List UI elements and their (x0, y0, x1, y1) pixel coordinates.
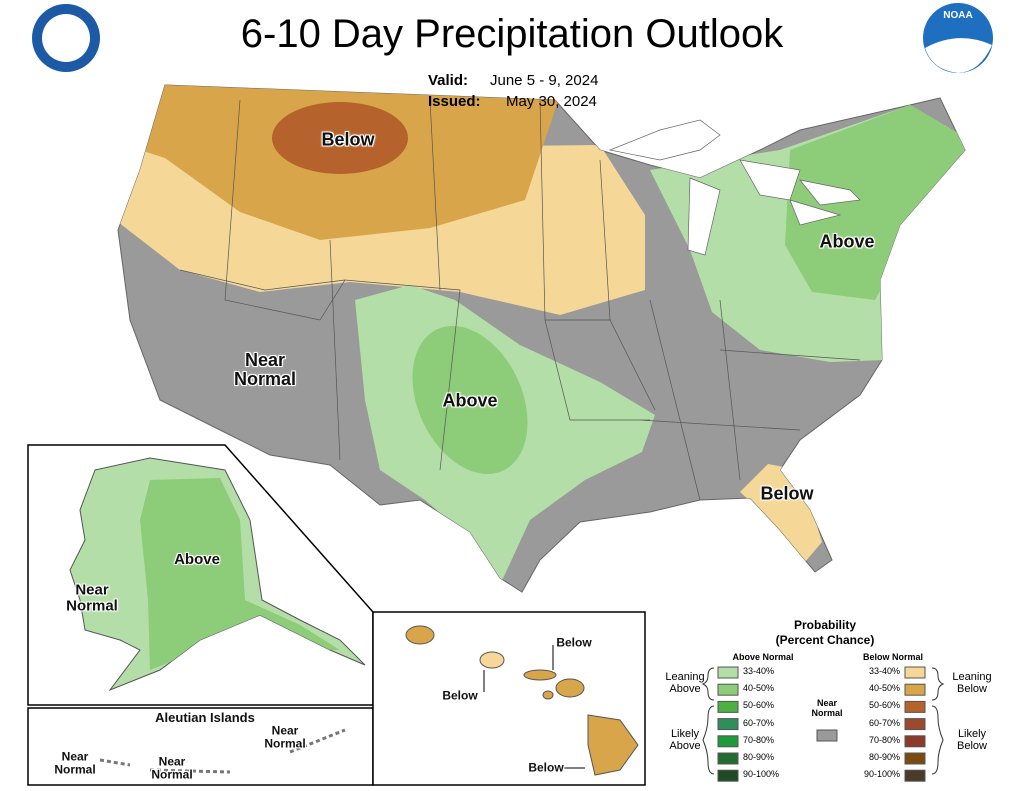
aleutian-title: Aleutian Islands (155, 710, 255, 726)
hawaii-islands (405, 625, 639, 776)
noaa-gull (925, 38, 992, 73)
legend-swatch (904, 752, 926, 765)
map-label: Near Normal (54, 749, 96, 776)
legend-swatch (717, 700, 739, 713)
legend-label: 70-80% (743, 734, 775, 745)
map-label: Near Normal (264, 723, 306, 750)
hawaii-box (372, 611, 646, 786)
legend-swatch (904, 769, 926, 782)
legend-swatch (904, 735, 926, 748)
map-label: Below (321, 129, 375, 150)
valid-label: Valid: (428, 72, 469, 89)
legend-swatch (717, 718, 739, 731)
legend-label: 40-50% (868, 683, 900, 694)
legend-group: Likely Above (669, 728, 701, 752)
legend-label: 50-60% (743, 700, 775, 711)
legend-braces (701, 667, 945, 775)
map-label: Below (556, 635, 592, 650)
legend-swatch (717, 683, 739, 696)
legend-label: 33-40% (743, 666, 775, 676)
legend-swatch (717, 735, 739, 748)
legend-swatch (717, 666, 739, 679)
map-label: Above (442, 390, 498, 411)
hawaii-pointers (483, 645, 585, 769)
legend-subtitle: (Percent Chance) (775, 633, 875, 647)
legend-swatch (816, 729, 838, 742)
valid-dates: June 5 - 9, 2024 (490, 72, 599, 89)
map-label: Above (174, 551, 220, 569)
commerce-seal-inner (42, 14, 90, 62)
legend-header: Above Normal (732, 652, 794, 662)
aleutian-islands (99, 728, 346, 774)
legend-group: Leaning Above (665, 671, 705, 695)
great-lakes (608, 119, 861, 256)
legend-header: Below Normal (862, 652, 924, 662)
legend-label: 90-100% (743, 769, 780, 780)
legend-title: Probability (793, 618, 857, 632)
title: 6-10 Day Precipitation Outlook (240, 12, 784, 56)
legend-swatch (717, 752, 739, 765)
map-label: Below (760, 483, 814, 504)
legend-swatch (904, 683, 926, 696)
legend-label: 60-70% (743, 717, 775, 728)
map-label: Below (528, 760, 564, 775)
issued-label: Issued: (428, 93, 481, 110)
legend-swatch (717, 769, 739, 782)
alaska-above (140, 478, 340, 670)
legend-label: 50-60% (868, 700, 900, 711)
map-label: Below (442, 688, 478, 703)
legend-label: 60-70% (868, 717, 900, 728)
issued-date: May 30, 2024 (506, 93, 597, 110)
legend-near-normal: Near Normal (811, 698, 843, 718)
legend-label: 33-40% (868, 666, 900, 676)
legend-swatch (904, 718, 926, 731)
legend-label: 80-90% (743, 752, 775, 762)
map-label: Near Normal (66, 581, 118, 614)
map-label: Near Normal (151, 754, 193, 781)
legend-label: 90-100% (863, 769, 900, 780)
legend-swatch (904, 700, 926, 713)
legend-group: Likely Below (957, 728, 987, 752)
state-lines (179, 99, 861, 501)
legend-label: 80-90% (868, 752, 900, 762)
legend-label: 70-80% (868, 734, 900, 745)
legend-group: Leaning Below (952, 671, 992, 695)
legend-label: 40-50% (743, 683, 775, 694)
noaa-logo-text: NOAA (943, 10, 972, 21)
map-label: Above (819, 231, 875, 252)
map-label: Near Normal (233, 350, 297, 389)
legend-swatch (904, 666, 926, 679)
